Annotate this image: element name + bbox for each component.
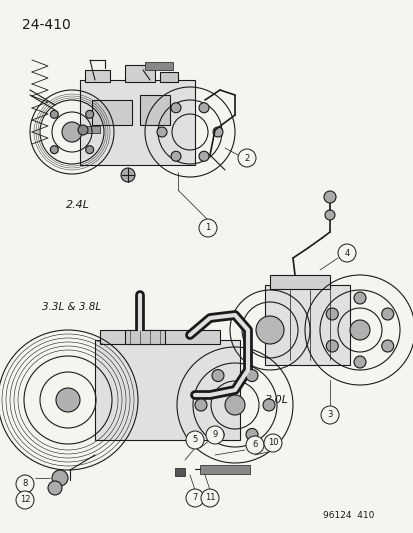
Text: 7: 7 (192, 494, 197, 503)
Circle shape (52, 470, 68, 486)
Circle shape (195, 399, 206, 411)
Circle shape (85, 110, 93, 118)
Circle shape (48, 481, 62, 495)
Text: 8: 8 (22, 480, 28, 489)
Circle shape (62, 122, 82, 142)
Circle shape (245, 429, 257, 440)
Text: 12: 12 (20, 496, 30, 505)
Circle shape (199, 151, 209, 161)
Text: 1: 1 (205, 223, 210, 232)
Circle shape (255, 316, 283, 344)
Text: 9: 9 (212, 431, 217, 440)
Circle shape (323, 191, 335, 203)
Bar (140, 95, 170, 125)
Text: 2: 2 (244, 154, 249, 163)
Bar (264, 285, 349, 365)
Circle shape (245, 369, 257, 382)
Text: 3.3L & 3.8L: 3.3L & 3.8L (42, 302, 101, 312)
Text: 10: 10 (267, 439, 278, 448)
Bar (125, 330, 165, 344)
Bar (125, 65, 154, 82)
Circle shape (185, 489, 204, 507)
Circle shape (199, 219, 216, 237)
Circle shape (337, 244, 355, 262)
Circle shape (201, 489, 218, 507)
Circle shape (171, 151, 180, 161)
Circle shape (50, 146, 58, 154)
Circle shape (212, 127, 223, 137)
Circle shape (325, 340, 337, 352)
Circle shape (353, 292, 365, 304)
Text: 5: 5 (192, 435, 197, 445)
Circle shape (78, 125, 88, 135)
Circle shape (320, 406, 338, 424)
Circle shape (121, 168, 135, 182)
Text: 96124  410: 96124 410 (322, 511, 373, 520)
Bar (175, 468, 185, 476)
Circle shape (211, 429, 223, 440)
Circle shape (262, 399, 274, 411)
Bar (82, 126, 100, 133)
Circle shape (211, 369, 223, 382)
Circle shape (50, 110, 58, 118)
Text: 3: 3 (327, 410, 332, 419)
Circle shape (16, 475, 34, 493)
Bar (159, 72, 178, 82)
Bar (85, 70, 110, 82)
Circle shape (353, 356, 365, 368)
Bar (95, 340, 240, 440)
Circle shape (16, 491, 34, 509)
Circle shape (85, 146, 93, 154)
Text: 4: 4 (344, 248, 349, 257)
Bar (199, 465, 249, 474)
Bar (92, 100, 132, 125)
Circle shape (56, 388, 80, 412)
Circle shape (206, 426, 223, 444)
Circle shape (381, 308, 393, 320)
Bar (269, 275, 329, 289)
Circle shape (185, 431, 204, 449)
Text: 2.4L: 2.4L (66, 200, 90, 210)
Circle shape (199, 103, 209, 113)
Circle shape (245, 436, 263, 454)
Circle shape (237, 149, 255, 167)
Text: 6: 6 (252, 440, 257, 449)
Circle shape (349, 320, 369, 340)
Text: 11: 11 (204, 494, 215, 503)
Bar (100, 330, 219, 344)
Bar (145, 62, 173, 70)
Circle shape (157, 127, 166, 137)
Text: 3.0L: 3.0L (264, 395, 288, 405)
Circle shape (324, 210, 334, 220)
Circle shape (381, 340, 393, 352)
Circle shape (224, 395, 244, 415)
Text: 24-410: 24-410 (22, 18, 71, 32)
Bar (80, 80, 195, 165)
Circle shape (171, 103, 180, 113)
Circle shape (325, 308, 337, 320)
Circle shape (263, 434, 281, 452)
